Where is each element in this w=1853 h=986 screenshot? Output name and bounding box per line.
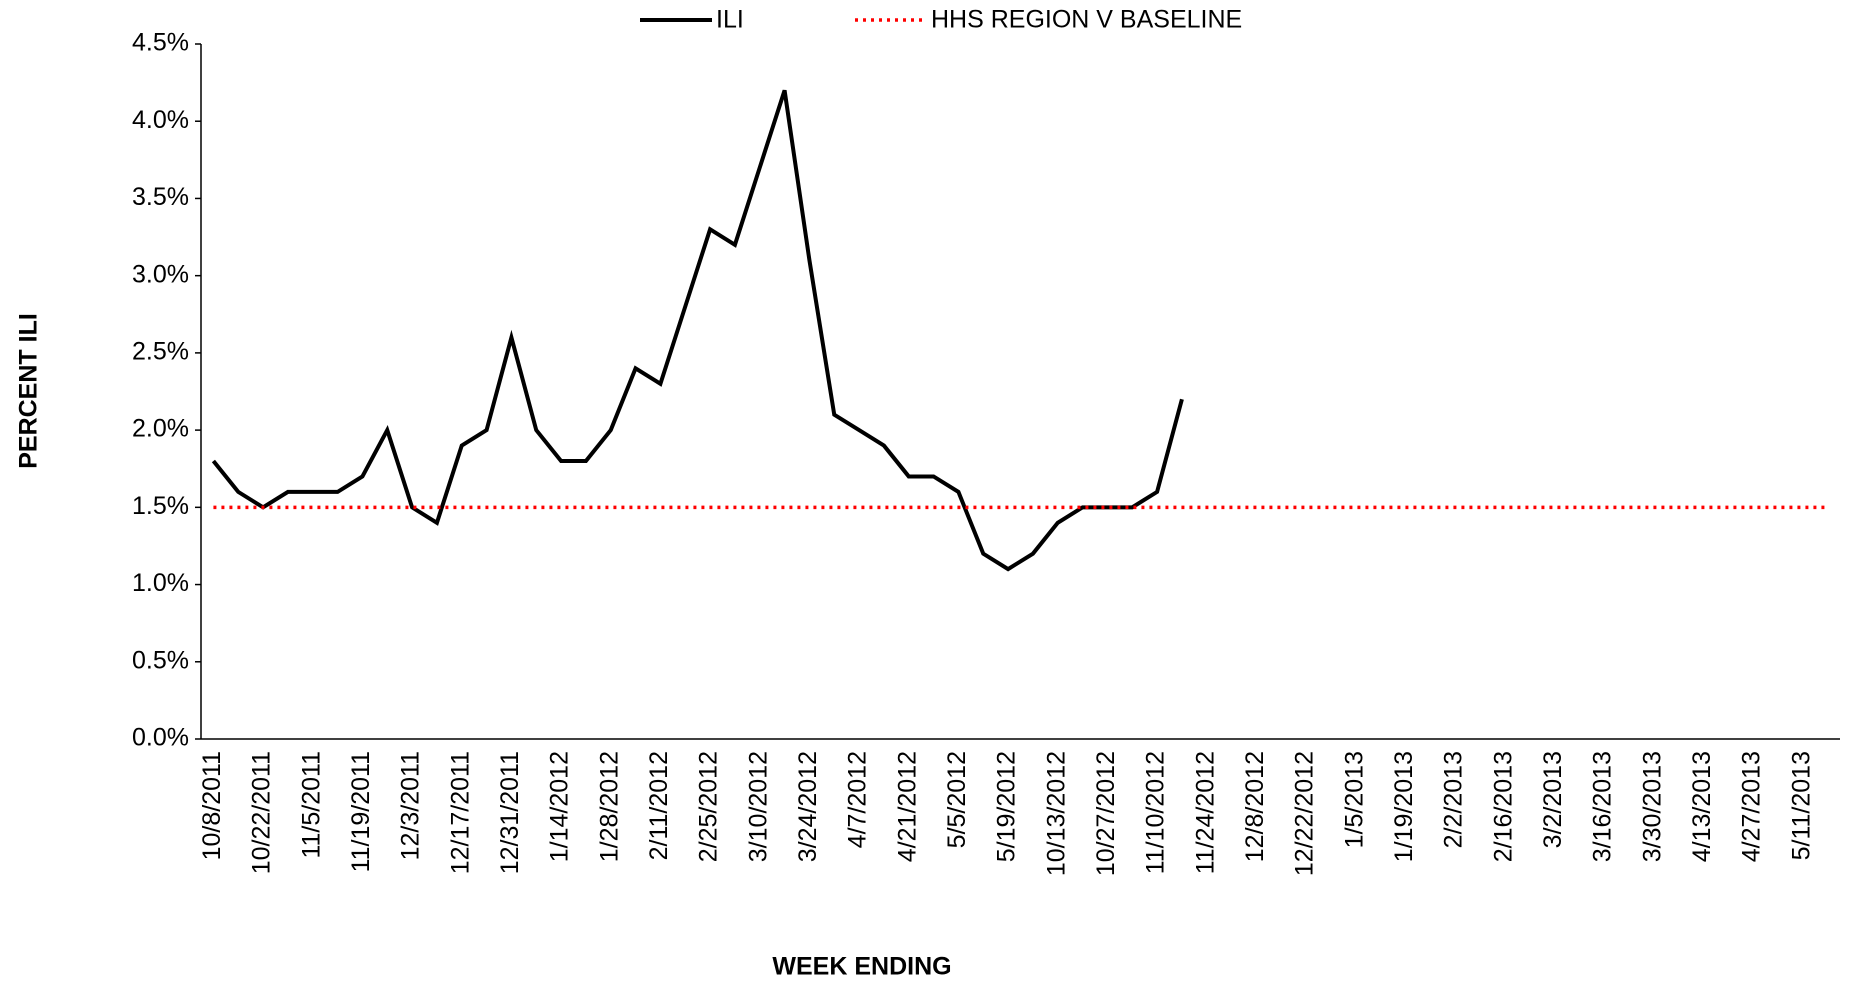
x-tick-label: 1/14/2012 — [546, 751, 574, 862]
x-tick-label: 10/13/2012 — [1042, 751, 1070, 876]
x-tick-label: 5/19/2012 — [993, 751, 1021, 862]
x-tick-label: 3/10/2012 — [744, 751, 772, 862]
x-tick-label: 12/8/2012 — [1241, 751, 1269, 862]
y-tick-label: 4.0% — [132, 106, 189, 134]
y-tick-label: 1.5% — [132, 492, 189, 520]
x-tick-label: 11/24/2012 — [1191, 751, 1219, 874]
x-axis-title: WEEK ENDING — [772, 953, 951, 981]
legend-label: ILI — [716, 6, 744, 34]
x-tick-label: 1/19/2013 — [1390, 751, 1418, 862]
x-tick-label: 10/27/2012 — [1092, 751, 1120, 876]
x-tick-label: 11/5/2011 — [297, 751, 325, 859]
x-tick-label: 11/10/2012 — [1142, 751, 1170, 874]
x-tick-label: 1/5/2013 — [1340, 751, 1368, 848]
x-tick-label: 4/27/2013 — [1738, 751, 1766, 862]
x-tick-label: 10/22/2011 — [248, 751, 276, 874]
x-tick-label: 12/3/2011 — [397, 751, 425, 860]
x-tick-label: 2/25/2012 — [695, 751, 723, 862]
y-axis-title: PERCENT ILI — [15, 313, 43, 469]
x-tick-label: 2/16/2013 — [1489, 751, 1517, 862]
y-tick-label: 1.0% — [132, 569, 189, 597]
y-tick-label: 3.0% — [132, 260, 189, 288]
y-tick-label: 4.5% — [132, 29, 189, 57]
y-tick-label: 3.5% — [132, 183, 189, 211]
y-tick-label: 0.0% — [132, 724, 189, 752]
y-tick-label: 2.0% — [132, 415, 189, 443]
x-tick-label: 3/30/2013 — [1638, 751, 1666, 862]
x-tick-label: 4/7/2012 — [844, 751, 872, 848]
x-tick-label: 3/2/2013 — [1539, 751, 1567, 848]
x-tick-label: 12/31/2011 — [496, 751, 524, 874]
y-tick-label: 2.5% — [132, 337, 189, 365]
x-tick-label: 1/28/2012 — [595, 751, 623, 862]
x-tick-label: 2/11/2012 — [645, 751, 673, 860]
legend-label: HHS REGION V BASELINE — [931, 6, 1242, 34]
x-tick-label: 5/5/2012 — [943, 751, 971, 848]
x-tick-label: 12/22/2012 — [1291, 751, 1319, 876]
x-tick-label: 10/8/2011 — [198, 751, 226, 860]
x-tick-label: 3/16/2013 — [1589, 751, 1617, 862]
x-tick-label: 5/11/2013 — [1787, 751, 1815, 860]
x-tick-label: 4/13/2013 — [1688, 751, 1716, 862]
x-tick-label: 3/24/2012 — [794, 751, 822, 862]
x-tick-label: 12/17/2011 — [446, 751, 474, 874]
data-line — [211, 89, 1184, 572]
x-tick-label: 4/21/2012 — [893, 751, 921, 862]
x-tick-label: 11/19/2011 — [347, 751, 375, 872]
y-tick-label: 0.5% — [132, 646, 189, 674]
x-tick-label: 2/2/2013 — [1440, 751, 1468, 848]
